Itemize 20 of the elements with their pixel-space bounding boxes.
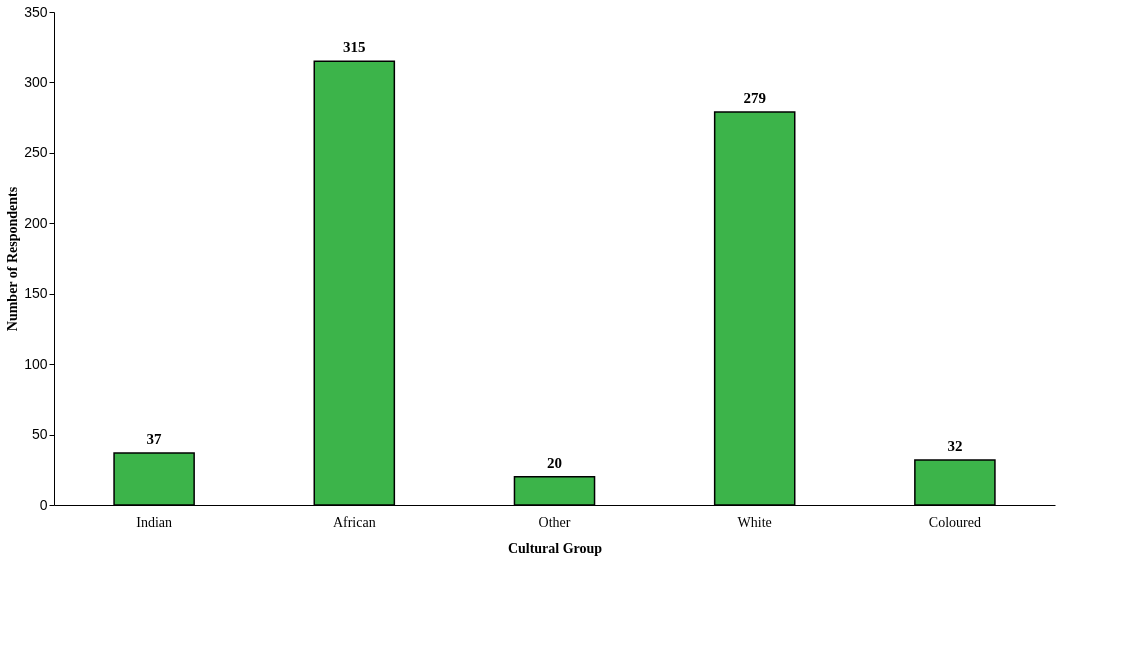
y-tick-label: 50 (31, 426, 48, 443)
y-tick-label: 250 (24, 144, 48, 161)
y-tick-label: 100 (24, 355, 48, 372)
x-tick-label: White (737, 514, 772, 530)
y-axis-title: Number of Respondents (5, 186, 21, 332)
data-label: 20 (547, 454, 562, 471)
y-tick-label: 350 (24, 3, 48, 20)
x-axis-title: Cultural Group (507, 540, 603, 556)
y-tick-label: 0 (39, 496, 48, 513)
data-label: 32 (947, 437, 963, 454)
data-label: 37 (146, 430, 163, 447)
y-tick-label: 150 (24, 285, 48, 302)
y-tick-label: 200 (24, 214, 48, 231)
data-label: 315 (343, 39, 366, 56)
y-tick-label: 300 (24, 73, 48, 90)
x-tick-label: Coloured (928, 514, 981, 530)
x-tick-label: African (332, 514, 376, 530)
x-tick-label: Indian (136, 514, 172, 530)
data-label: 279 (743, 90, 766, 107)
x-tick-label: Other (538, 514, 571, 530)
